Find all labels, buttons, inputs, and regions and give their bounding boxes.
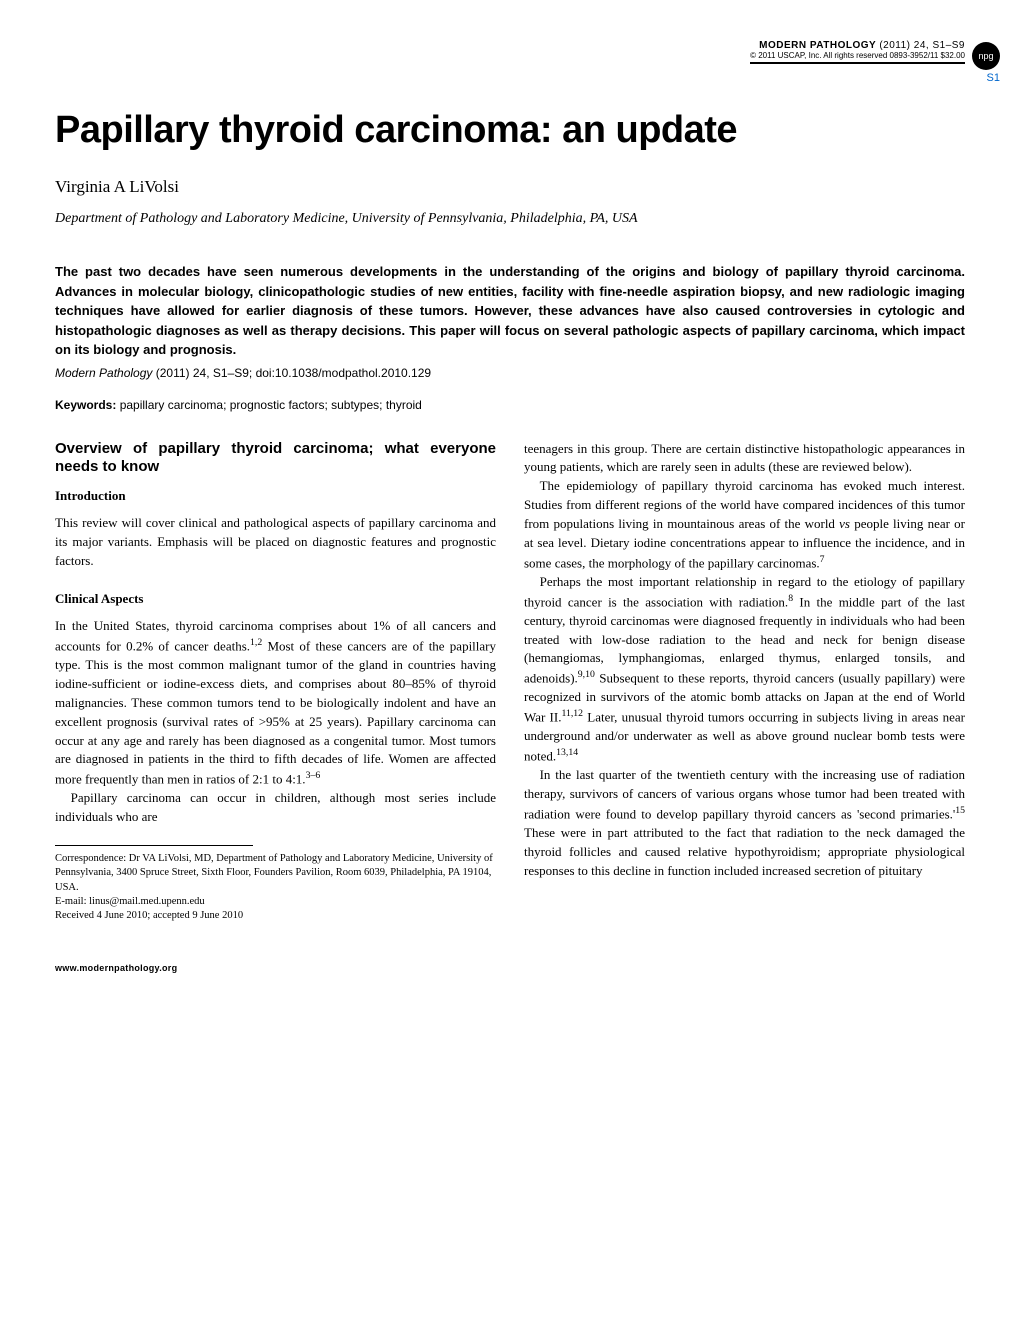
author-affiliation: Department of Pathology and Laboratory M… [55, 211, 965, 227]
ref-sup: 1,2 [250, 637, 262, 648]
intro-paragraph: This review will cover clinical and path… [55, 514, 496, 571]
journal-header: MODERN PATHOLOGY (2011) 24, S1–S9 © 2011… [55, 40, 965, 64]
correspondence-dates: Received 4 June 2010; accepted 9 June 20… [55, 909, 496, 923]
ref-sup: 15 [955, 805, 965, 816]
page-container: MODERN PATHOLOGY (2011) 24, S1–S9 © 2011… [0, 0, 1020, 953]
keywords-text: papillary carcinoma; prognostic factors;… [116, 398, 421, 412]
clinical-p1: In the United States, thyroid carcinoma … [55, 617, 496, 789]
keywords-label: Keywords: [55, 398, 116, 412]
journal-name: MODERN PATHOLOGY [759, 40, 876, 51]
correspondence-email-line: E-mail: linus@mail.med.upenn.edu [55, 895, 496, 909]
clinical-p2b: teenagers in this group. There are certa… [524, 440, 965, 478]
email-label: E-mail: [55, 896, 89, 907]
citation-line: Modern Pathology (2011) 24, S1–S9; doi:1… [55, 366, 965, 380]
ref-sup: 11,12 [561, 708, 583, 719]
email-address: linus@mail.med.upenn.edu [89, 896, 205, 907]
citation-rest: (2011) 24, S1–S9; doi:10.1038/modpathol.… [152, 366, 431, 380]
clinical-p4: Perhaps the most important relationship … [524, 573, 965, 767]
journal-title-line: MODERN PATHOLOGY (2011) 24, S1–S9 [750, 40, 965, 51]
correspondence-block: Correspondence: Dr VA LiVolsi, MD, Depar… [55, 845, 496, 923]
clinical-p5: In the last quarter of the twentieth cen… [524, 766, 965, 880]
body-columns: Overview of papillary thyroid carcinoma;… [55, 440, 965, 924]
vs-italic: vs [839, 516, 850, 531]
abstract-text: The past two decades have seen numerous … [55, 262, 965, 360]
ref-sup: 9,10 [578, 669, 595, 680]
footer-url: www.modernpathology.org [0, 953, 1020, 993]
correspondence-text: Correspondence: Dr VA LiVolsi, MD, Depar… [55, 852, 496, 923]
citation-journal: Modern Pathology [55, 366, 152, 380]
clinical-p5-b: These were in part attributed to the fac… [524, 825, 965, 878]
author-name: Virginia A LiVolsi [55, 177, 965, 197]
ref-sup: 7 [820, 554, 825, 565]
clinical-p5-a: In the last quarter of the twentieth cen… [524, 767, 965, 821]
rights-line: © 2011 USCAP, Inc. All rights reserved 0… [750, 51, 965, 60]
correspondence-address: Correspondence: Dr VA LiVolsi, MD, Depar… [55, 852, 496, 895]
correspondence-divider [55, 845, 253, 846]
clinical-subheading: Clinical Aspects [55, 590, 496, 609]
clinical-p4-d: Later, unusual thyroid tumors occurring … [524, 710, 965, 764]
ref-sup: 3–6 [306, 770, 321, 781]
ref-sup: 13,14 [556, 747, 578, 758]
clinical-p2: Papillary carcinoma can occur in childre… [55, 789, 496, 827]
header-divider: npg S1 [750, 62, 965, 64]
clinical-p3: The epidemiology of papillary thyroid ca… [524, 477, 965, 573]
journal-vol-pages: (2011) 24, S1–S9 [879, 40, 965, 51]
page-number: S1 [987, 72, 1000, 84]
article-title: Papillary thyroid carcinoma: an update [55, 109, 965, 152]
intro-subheading: Introduction [55, 487, 496, 506]
npg-badge-icon: npg [972, 42, 1000, 70]
clinical-p1-b: Most of these cancers are of the papilla… [55, 638, 496, 786]
section-heading: Overview of papillary thyroid carcinoma;… [55, 440, 496, 478]
keywords-line: Keywords: papillary carcinoma; prognosti… [55, 398, 965, 412]
